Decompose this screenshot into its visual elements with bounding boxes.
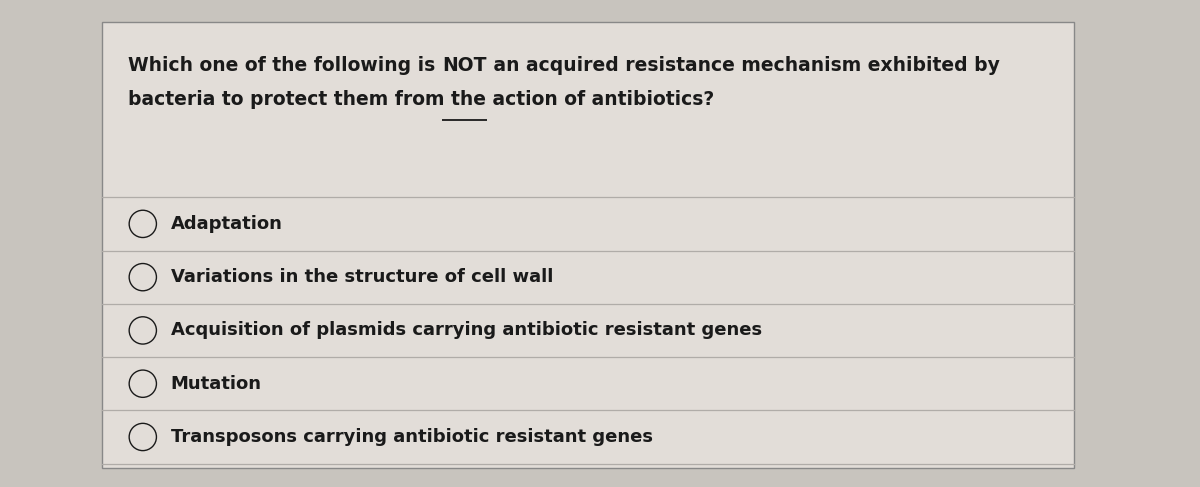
Text: Variations in the structure of cell wall: Variations in the structure of cell wall — [170, 268, 553, 286]
Text: Transposons carrying antibiotic resistant genes: Transposons carrying antibiotic resistan… — [170, 428, 653, 446]
Text: Acquisition of plasmids carrying antibiotic resistant genes: Acquisition of plasmids carrying antibio… — [170, 321, 762, 339]
Text: Adaptation: Adaptation — [170, 215, 283, 233]
Text: bacteria to protect them from the action of antibiotics?: bacteria to protect them from the action… — [128, 90, 715, 109]
Text: Which one of the following is: Which one of the following is — [128, 56, 442, 75]
Text: an acquired resistance mechanism exhibited by: an acquired resistance mechanism exhibit… — [487, 56, 1000, 75]
Text: Mutation: Mutation — [170, 375, 262, 393]
FancyBboxPatch shape — [102, 22, 1074, 468]
Text: NOT: NOT — [442, 56, 487, 75]
